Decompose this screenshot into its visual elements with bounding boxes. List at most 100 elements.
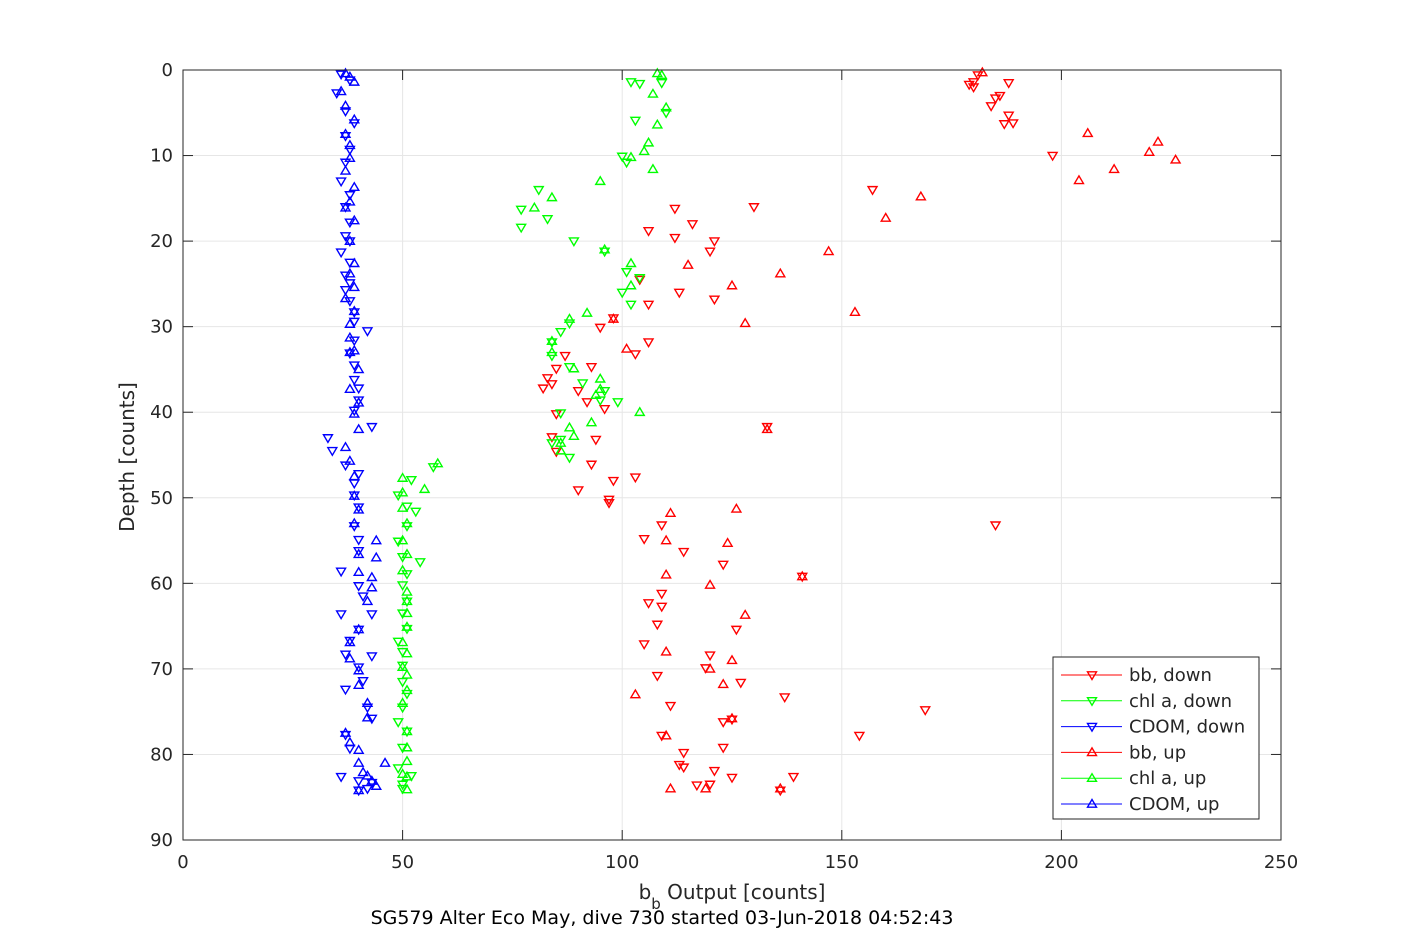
data-point: [594, 175, 606, 186]
data-point: [344, 145, 356, 156]
data-point: [616, 288, 628, 299]
data-point: [344, 191, 356, 201]
data-point: [330, 89, 343, 99]
data-point: [537, 384, 549, 395]
data-point: [322, 434, 334, 444]
data-point: [647, 88, 659, 98]
data-point: [396, 661, 409, 672]
data-point: [708, 766, 721, 777]
data-point: [401, 621, 413, 631]
data-point: [401, 725, 413, 736]
data-point: [748, 203, 760, 213]
data-point: [344, 331, 356, 342]
data-point: [348, 406, 361, 417]
data-point: [726, 654, 738, 665]
legend: bb, down chl a, down CDOM, down bb, up chl a…: [1052, 656, 1260, 820]
data-point: [1152, 135, 1164, 146]
legend-item: CDOM, up: [1061, 794, 1219, 815]
data-point: [559, 351, 571, 362]
data-point: [730, 503, 743, 513]
data-point: [554, 327, 567, 338]
data-point: [721, 537, 734, 547]
data-point: [401, 783, 413, 794]
data-point: [401, 548, 413, 559]
data-point: [344, 218, 356, 229]
data-point: [572, 486, 585, 496]
data-point: [717, 718, 729, 728]
data-point: [849, 306, 861, 316]
legend-label: bb, up: [1129, 742, 1186, 763]
data-point: [625, 151, 637, 162]
data-point: [879, 212, 892, 222]
data-point: [541, 215, 554, 225]
data-point: [704, 663, 716, 673]
data-point: [994, 91, 1006, 102]
data-point: [704, 579, 716, 589]
data-points: [322, 66, 1182, 797]
data-point: [348, 375, 361, 386]
data-point: [396, 581, 409, 591]
data-point: [625, 78, 637, 88]
data-point: [546, 338, 558, 348]
data-point: [598, 243, 611, 254]
data-point: [401, 689, 413, 700]
data-point: [348, 517, 361, 528]
data-point: [396, 502, 409, 512]
data-point: [401, 570, 413, 580]
data-point: [1046, 151, 1059, 162]
data-point: [344, 736, 356, 747]
data-point: [546, 346, 558, 357]
data-point: [379, 757, 391, 767]
data-point: [339, 158, 352, 169]
data-point: [963, 80, 975, 91]
x-tick-label: 150: [825, 852, 859, 873]
data-point: [339, 441, 352, 452]
series-4: [396, 67, 672, 794]
data-point: [664, 782, 677, 793]
y-axis-ticks: 0 10 20 30 40 50 60 70 80 90: [150, 60, 1281, 851]
data-point: [339, 201, 352, 212]
data-point: [352, 546, 365, 557]
data-point: [392, 718, 404, 728]
data-point: [396, 609, 409, 620]
data-point: [581, 307, 593, 317]
data-point: [669, 233, 681, 244]
data-point: [691, 781, 703, 792]
data-point: [357, 592, 369, 603]
y-tick-label: 10: [150, 146, 173, 167]
data-point: [352, 679, 365, 689]
data-point: [348, 181, 361, 192]
data-point: [998, 120, 1011, 130]
data-point: [339, 685, 352, 696]
data-point: [726, 773, 738, 784]
x-axis-label-rest: Output [counts]: [661, 880, 826, 904]
data-point: [634, 274, 646, 284]
x-axis-ticks: 0 50 100 150 200 250: [177, 70, 1298, 873]
data-point: [339, 232, 352, 242]
data-point: [660, 534, 672, 545]
data-point: [352, 757, 365, 767]
data-point: [352, 535, 365, 546]
data-point: [660, 729, 672, 740]
data-point: [774, 782, 787, 793]
caption: SG579 Alter Eco May, dive 730 started 03…: [371, 907, 954, 929]
data-point: [625, 300, 637, 311]
data-point: [656, 589, 668, 600]
data-point: [352, 363, 365, 374]
data-point: [1169, 153, 1182, 164]
legend-marker: [1086, 772, 1098, 783]
data-point: [717, 678, 729, 689]
data-point: [344, 139, 356, 150]
data-point: [708, 295, 721, 306]
data-point: [585, 416, 598, 427]
data-point: [726, 712, 738, 723]
data-point: [401, 607, 413, 618]
legend-box: [1052, 656, 1260, 820]
data-point: [612, 398, 624, 408]
data-point: [339, 730, 352, 741]
data-point: [787, 772, 800, 783]
data-point: [352, 777, 365, 787]
data-point: [717, 743, 729, 754]
series-5: [335, 67, 391, 795]
data-point: [546, 380, 558, 390]
